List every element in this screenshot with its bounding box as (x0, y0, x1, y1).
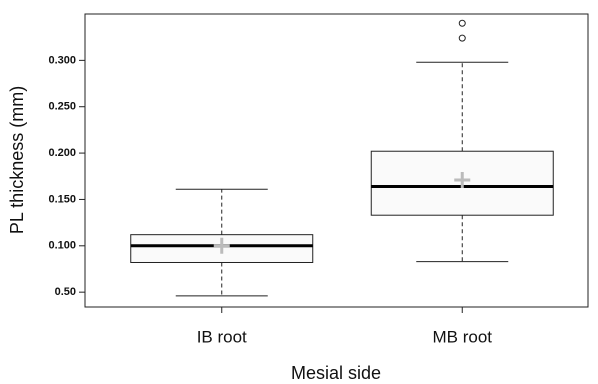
mean-marker (454, 171, 471, 188)
x-tick-label: MB root (432, 327, 492, 346)
outlier (458, 19, 466, 27)
y-tick-label: 0.200 (48, 147, 76, 159)
y-tick-label: 0.300 (48, 54, 76, 66)
y-tick-label: 0.50 (55, 286, 76, 298)
y-axis-label: PL thickness (mm) (7, 86, 27, 234)
y-tick-label: 0.150 (48, 193, 76, 205)
plot-frame (84, 13, 589, 308)
y-tick-label: 0.100 (48, 240, 76, 252)
mean-marker (213, 237, 230, 254)
x-tick-label: IB root (197, 327, 247, 346)
outlier (458, 34, 466, 42)
x-axis-label: Mesial side (291, 363, 381, 383)
y-tick-label: 0.250 (48, 101, 76, 113)
